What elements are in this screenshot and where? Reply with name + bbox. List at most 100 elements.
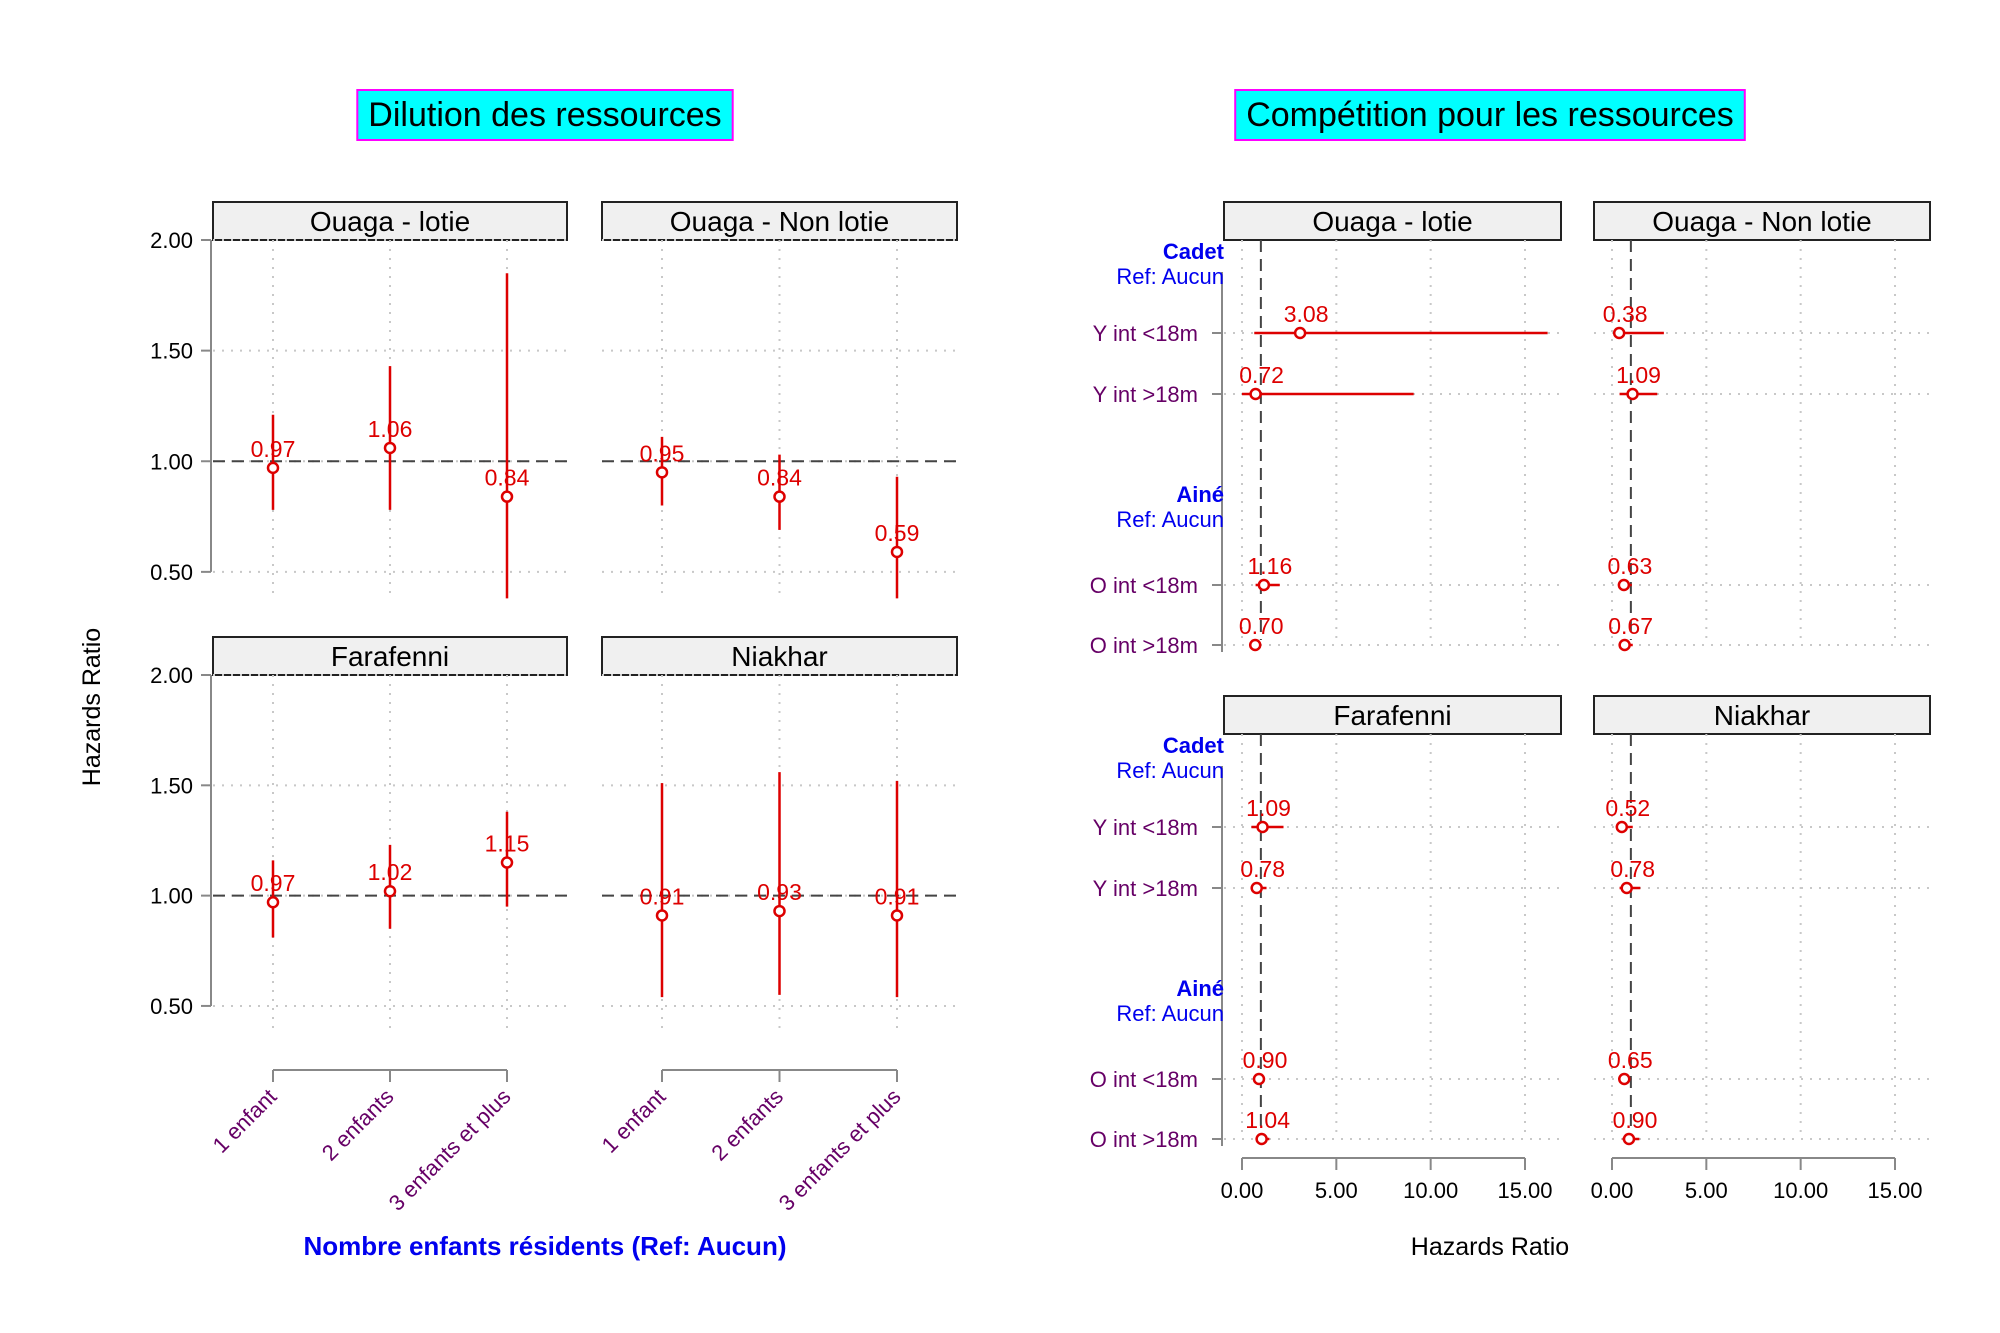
data-label-2-enfants: 0.84 (757, 465, 802, 491)
data-point-2-enfants (773, 490, 786, 503)
data-point-y-int-18m (1293, 326, 1307, 340)
row-label-o-int-18m: O int <18m (1090, 573, 1198, 598)
competition-chart: Compétition pour les ressources Ouaga - l… (1090, 89, 1931, 1261)
y-tick-label: 1.00 (150, 884, 193, 909)
dilution-chart: Dilution des ressources Ouaga - lotie 2.00… (78, 89, 958, 1261)
data-label-y-int-18m: 0.38 (1603, 301, 1648, 327)
panel-strip-niakhar (1593, 695, 1931, 735)
data-point-2-enfants (383, 441, 397, 455)
data-point-y-int-18m (1626, 387, 1639, 401)
data-label-3-enfants-et-plus: 0.59 (875, 520, 920, 546)
x-tick-label: 5.00 (1685, 1178, 1728, 1203)
data-point-1-enfant (655, 909, 669, 922)
y-tick-label: 0.50 (150, 994, 193, 1019)
row-label-y-int-18m: Y int <18m (1093, 815, 1198, 840)
data-point-1-enfant (266, 895, 280, 909)
x-tick-label: 10.00 (1773, 1178, 1828, 1203)
x-tick-label: 0.00 (1591, 1178, 1634, 1203)
data-point-y-int-18m (1620, 881, 1633, 895)
data-label-3-enfants-et-plus: 0.84 (485, 465, 530, 491)
group-ref-label: Ref: Aucun (1116, 1001, 1224, 1026)
data-point-o-int-18m (1257, 578, 1271, 592)
data-label-o-int-18m: 0.70 (1239, 613, 1284, 639)
data-label-1-enfant: 0.91 (640, 883, 685, 909)
data-label-2-enfants: 1.06 (368, 416, 413, 442)
panel-title-niakhar: Niakhar (731, 641, 827, 672)
group-label-ain: Ainé (1176, 976, 1224, 1001)
panel-strip-ouaga-lotie (212, 201, 568, 241)
group-label-cadet: Cadet (1163, 733, 1225, 758)
row-label-o-int-18m: O int <18m (1090, 1067, 1198, 1092)
group-ref-label: Ref: Aucun (1116, 758, 1224, 783)
y-axis-title: Hazards Ratio (78, 628, 106, 786)
panel-title-farafenni: Farafenni (331, 641, 449, 672)
data-label-y-int-18m: 0.78 (1610, 856, 1655, 882)
panel-strip-ouaga-lotie (1223, 201, 1562, 241)
data-label-y-int-18m: 0.78 (1240, 856, 1285, 882)
data-point-y-int-18m (1256, 820, 1269, 834)
panel-title-ouaga-lotie: Ouaga - lotie (1312, 206, 1472, 237)
x-tick-label: 10.00 (1403, 1178, 1458, 1203)
y-tick-label: 1.50 (150, 339, 193, 364)
data-label-y-int-18m: 1.09 (1616, 362, 1661, 388)
data-label-1-enfant: 0.97 (251, 870, 296, 896)
y-tick-label: 0.50 (150, 560, 193, 585)
data-point-3-enfants-et-plus (500, 490, 514, 503)
data-label-o-int-18m: 0.90 (1243, 1047, 1288, 1073)
data-point-y-int-18m (1615, 820, 1629, 834)
x-tick-label-2-enfants: 2 enfants (706, 1084, 788, 1166)
y-tick-label: 1.50 (150, 773, 193, 798)
data-point-o-int-18m (1252, 1072, 1266, 1086)
panel-title-ouaga-lotie: Ouaga - lotie (310, 206, 470, 237)
data-label-y-int-18m: 1.09 (1246, 795, 1291, 821)
x-tick-label-3-enfants-et-plus: 3 enfants et plus (384, 1084, 516, 1216)
data-point-o-int-18m (1255, 1132, 1268, 1146)
data-label-3-enfants-et-plus: 0.91 (875, 883, 920, 909)
x-tick-label-2-enfants: 2 enfants (317, 1084, 399, 1166)
data-label-o-int-18m: 1.04 (1245, 1107, 1290, 1133)
data-label-y-int-18m: 3.08 (1284, 301, 1329, 327)
panel-strip-ouaga-non-lotie (1593, 201, 1931, 241)
data-label-1-enfant: 0.97 (251, 436, 296, 462)
data-label-o-int-18m: 0.90 (1613, 1107, 1658, 1133)
panel-strip-niakhar (601, 636, 958, 676)
x-axis-title: Hazards Ratio (1411, 1233, 1569, 1261)
chart-title-left-box (356, 89, 734, 141)
data-point-y-int-18m (1249, 387, 1262, 401)
data-label-y-int-18m: 0.72 (1239, 362, 1284, 388)
data-point-o-int-18m (1618, 1072, 1631, 1086)
data-point-1-enfant (266, 461, 280, 475)
data-point-3-enfants-et-plus (890, 545, 904, 559)
data-label-1-enfant: 0.95 (640, 440, 685, 466)
data-label-3-enfants-et-plus: 1.15 (485, 831, 530, 857)
x-tick-label-1-enfant: 1 enfant (208, 1084, 282, 1158)
row-label-y-int-18m: Y int <18m (1093, 321, 1198, 346)
data-point-o-int-18m (1248, 638, 1262, 652)
y-tick-label: 1.00 (150, 449, 193, 474)
data-label-o-int-18m: 0.65 (1608, 1047, 1653, 1073)
data-point-o-int-18m (1618, 638, 1631, 652)
x-tick-label-1-enfant: 1 enfant (597, 1084, 671, 1158)
data-point-2-enfants (773, 904, 786, 918)
data-point-y-int-18m (1612, 326, 1626, 340)
row-label-o-int-18m: O int >18m (1090, 1127, 1198, 1152)
chart-title-right-box (1234, 89, 1746, 141)
data-label-o-int-18m: 1.16 (1248, 553, 1293, 579)
group-label-ain: Ainé (1176, 482, 1224, 507)
x-tick-label: 0.00 (1221, 1178, 1264, 1203)
x-tick-label-3-enfants-et-plus: 3 enfants et plus (774, 1084, 906, 1216)
y-tick-label: 2.00 (150, 228, 193, 253)
group-ref-label: Ref: Aucun (1116, 507, 1224, 532)
data-point-y-int-18m (1250, 881, 1263, 895)
x-tick-label: 5.00 (1315, 1178, 1358, 1203)
data-label-o-int-18m: 0.63 (1608, 553, 1653, 579)
row-label-o-int-18m: O int >18m (1090, 633, 1198, 658)
data-label-o-int-18m: 0.67 (1608, 613, 1653, 639)
data-label-2-enfants: 0.93 (757, 879, 802, 905)
x-axis-title: Nombre enfants résidents (Ref: Aucun) (304, 1231, 787, 1261)
data-point-2-enfants (383, 884, 397, 898)
y-tick-label: 2.00 (150, 663, 193, 688)
data-point-3-enfants-et-plus (890, 909, 904, 922)
row-label-y-int-18m: Y int >18m (1093, 382, 1198, 407)
group-ref-label: Ref: Aucun (1116, 264, 1224, 289)
